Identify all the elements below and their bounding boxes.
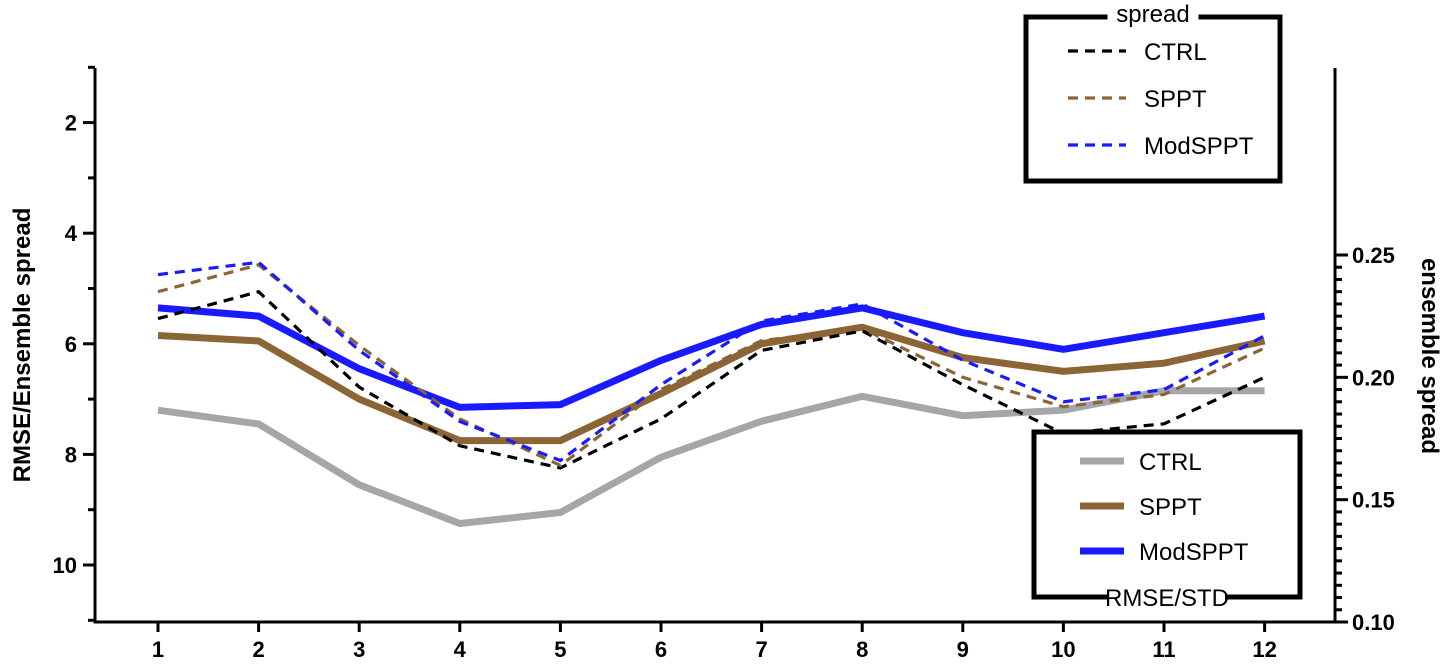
- x-tick-label: 3: [353, 637, 365, 662]
- left-tick-label: 6: [65, 332, 77, 357]
- series-line-rmsestd-sppt: [157, 323, 1266, 445]
- legend-entry-label: CTRL: [1139, 449, 1202, 476]
- left-axis-title: RMSE/Ensemble spread: [9, 208, 36, 483]
- x-tick-label: 1: [152, 637, 164, 662]
- x-tick-label: 8: [856, 637, 868, 662]
- x-tick-label: 2: [252, 637, 264, 662]
- series-line-spread-sppt: [157, 263, 1266, 468]
- x-tick-label: 12: [1252, 637, 1276, 662]
- left-tick-label: 10: [53, 553, 77, 578]
- legend-entry-label: ModSPPT: [1139, 539, 1249, 566]
- right-tick-label: 0.10: [1352, 610, 1395, 635]
- legend-entry-label: CTRL: [1144, 39, 1207, 66]
- left-tick-label: 2: [65, 111, 77, 136]
- left-tick-label: 8: [65, 442, 77, 467]
- x-tick-label: 7: [755, 637, 767, 662]
- series-line-rmsestd-modsppt: [157, 304, 1266, 411]
- legend-spread: spread CTRL SPPT ModSPPT: [1023, 1, 1283, 184]
- legends: spread CTRL SPPT ModSPPT RMSE/STD CTRL SPPT Mod…: [1023, 1, 1303, 612]
- legend-entry-label: SPPT: [1139, 494, 1202, 521]
- series-line-spread-modsppt: [157, 260, 1266, 463]
- legend-title-gap: [1109, 591, 1225, 603]
- series-line-rmsestd-ctrl: [157, 387, 1265, 528]
- legend-entry-label: SPPT: [1144, 86, 1207, 113]
- x-tick-label: 6: [655, 637, 667, 662]
- legend-title-gap: [1107, 9, 1199, 21]
- legend-rmsestd: RMSE/STD CTRL SPPT ModSPPT: [1031, 429, 1303, 612]
- x-tick-label: 11: [1152, 637, 1175, 662]
- left-tick-label: 4: [65, 221, 78, 246]
- right-tick-label: 0.25: [1352, 243, 1395, 268]
- x-tick-label: 4: [454, 637, 467, 662]
- axes: 1 2 3 4 5 6 7 8 9 10 11 122468100.100.150.200.25RMS…: [9, 65, 1443, 662]
- right-tick-label: 0.15: [1352, 488, 1395, 513]
- x-tick-label: 5: [554, 637, 566, 662]
- legend-title: spread: [1116, 1, 1189, 28]
- right-tick-label: 0.20: [1352, 365, 1395, 390]
- right-axis-title: ensemble spread: [1416, 258, 1443, 454]
- legend-box: [1031, 429, 1303, 600]
- x-tick-label: 10: [1051, 637, 1075, 662]
- legend-entry-label: ModSPPT: [1144, 133, 1254, 160]
- x-tick-label: 9: [957, 637, 969, 662]
- legend-title: RMSE/STD: [1105, 585, 1229, 612]
